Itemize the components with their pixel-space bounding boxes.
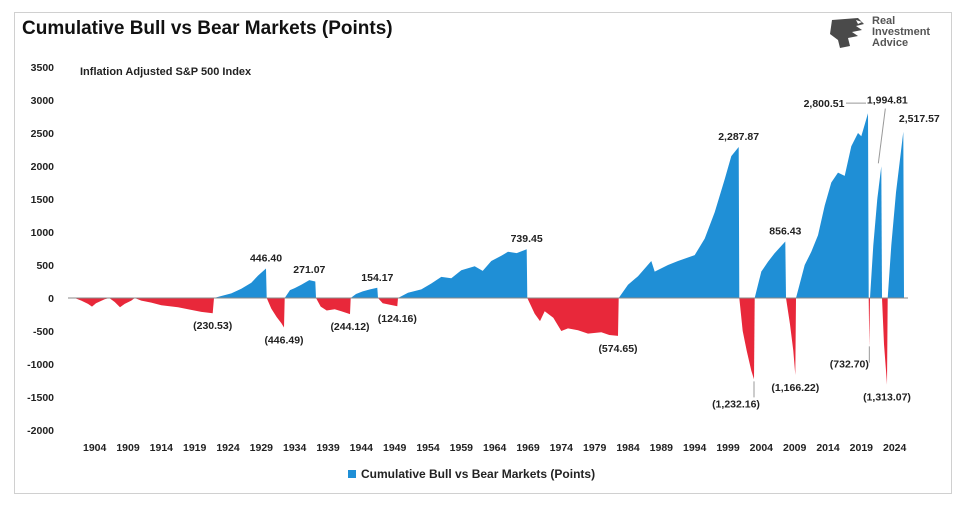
- data-label: 739.45: [511, 233, 543, 245]
- bull-market-area: [350, 287, 378, 298]
- x-tick-label: 1989: [650, 442, 674, 454]
- data-label: (1,232.16): [712, 398, 760, 410]
- x-tick-label: 1939: [316, 442, 340, 454]
- x-tick-label: 2024: [883, 442, 907, 454]
- x-tick-label: 1994: [683, 442, 707, 454]
- x-tick-label: 1934: [283, 442, 307, 454]
- x-tick-label: 2019: [850, 442, 874, 454]
- bear-market-area: [316, 298, 351, 315]
- y-tick-label: -1000: [27, 359, 54, 371]
- bull-market-area: [754, 241, 786, 298]
- x-axis: 1904 1909 1914 1919 1924 1929 1934 1939 1944 1949…: [83, 442, 907, 454]
- y-tick-label: -1500: [27, 392, 54, 404]
- x-tick-label: 1909: [116, 442, 140, 454]
- data-label: (732.70): [830, 358, 869, 370]
- bear-market-area: [134, 298, 214, 314]
- data-label: 2,287.87: [718, 131, 759, 143]
- y-tick-label: 3500: [31, 62, 55, 74]
- x-tick-label: 1999: [716, 442, 740, 454]
- x-tick-label: 1984: [616, 442, 640, 454]
- data-label: 446.40: [250, 253, 282, 265]
- y-axis: 3500 3000 2500 2000 1500 1000 500 0 -500 -1000 -15…: [27, 62, 54, 437]
- y-tick-label: 2500: [31, 128, 55, 140]
- data-label: (124.16): [378, 313, 417, 325]
- y-tick-label: 3000: [31, 95, 55, 107]
- bear-market-area: [527, 298, 619, 336]
- x-tick-label: 1919: [183, 442, 207, 454]
- eagle-head-icon: [830, 18, 864, 48]
- x-tick-label: 1929: [250, 442, 274, 454]
- y-tick-label: 1000: [31, 227, 55, 239]
- bull-market-area: [618, 147, 740, 298]
- series-areas: [74, 113, 904, 385]
- y-tick-label: 2000: [31, 161, 55, 173]
- logo-line-3: Advice: [872, 37, 909, 49]
- logo-text: Real Investment Advice: [872, 16, 930, 49]
- data-label: 271.07: [293, 264, 325, 276]
- brand-logo: Real Investment Advice: [828, 14, 948, 54]
- data-label: 856.43: [769, 225, 801, 237]
- data-label: 1,994.81: [867, 94, 908, 106]
- bear-market-area: [786, 298, 796, 375]
- data-label: (230.53): [193, 320, 232, 332]
- y-tick-label: 500: [36, 260, 54, 272]
- data-label: 154.17: [361, 272, 393, 284]
- x-tick-label: 1914: [150, 442, 174, 454]
- bear-market-area: [739, 298, 755, 380]
- bear-market-area: [378, 298, 398, 307]
- data-label: (446.49): [264, 334, 303, 346]
- data-label: (1,313.07): [863, 392, 911, 404]
- x-tick-label: 2014: [816, 442, 840, 454]
- x-tick-label: 1974: [550, 442, 574, 454]
- x-tick-label: 1969: [516, 442, 540, 454]
- bull-market-area: [887, 131, 904, 298]
- bear-market-area: [74, 298, 110, 307]
- x-tick-label: 2009: [783, 442, 807, 454]
- legend-label: Cumulative Bull vs Bear Markets (Points): [361, 467, 596, 481]
- bear-market-area: [109, 298, 135, 308]
- y-tick-label: 1500: [31, 194, 55, 206]
- x-tick-label: 1949: [383, 442, 407, 454]
- logo-line-1: Real: [872, 15, 896, 27]
- bull-market-area: [870, 166, 882, 298]
- y-tick-label: 0: [48, 293, 54, 305]
- bear-market-area: [266, 298, 285, 328]
- x-tick-label: 1964: [483, 442, 507, 454]
- data-label: (574.65): [598, 343, 637, 355]
- bear-market-area: [882, 298, 888, 385]
- callout-line: [877, 108, 886, 164]
- bull-market-area: [796, 113, 869, 298]
- y-tick-label: -500: [33, 326, 54, 338]
- chart-frame: [14, 12, 952, 494]
- x-tick-label: 1904: [83, 442, 107, 454]
- bull-market-area: [214, 268, 267, 298]
- x-tick-label: 1979: [583, 442, 607, 454]
- bull-market-area: [398, 249, 528, 298]
- x-tick-label: 2004: [750, 442, 774, 454]
- chart-title: Cumulative Bull vs Bear Markets (Points): [22, 18, 393, 39]
- data-labels: 446.40 (446.49) 271.07 (244.12) 154.17 (124.1…: [193, 94, 940, 410]
- x-tick-label: 1924: [216, 442, 240, 454]
- bear-market-area: [868, 298, 870, 347]
- logo-line-2: Investment: [872, 26, 931, 38]
- data-label: 2,800.51: [804, 98, 845, 110]
- data-label: (1,166.22): [771, 382, 819, 394]
- data-label: (244.12): [330, 321, 369, 333]
- y-tick-label: -2000: [27, 425, 54, 437]
- data-label: 2,517.57: [899, 113, 940, 125]
- chart-subtitle: Inflation Adjusted S&P 500 Index: [80, 66, 252, 78]
- legend: Cumulative Bull vs Bear Markets (Points): [348, 467, 595, 481]
- legend-swatch: [348, 470, 356, 478]
- x-tick-label: 1959: [450, 442, 474, 454]
- x-tick-label: 1954: [416, 442, 440, 454]
- x-tick-label: 1944: [350, 442, 374, 454]
- bull-market-area: [284, 280, 316, 298]
